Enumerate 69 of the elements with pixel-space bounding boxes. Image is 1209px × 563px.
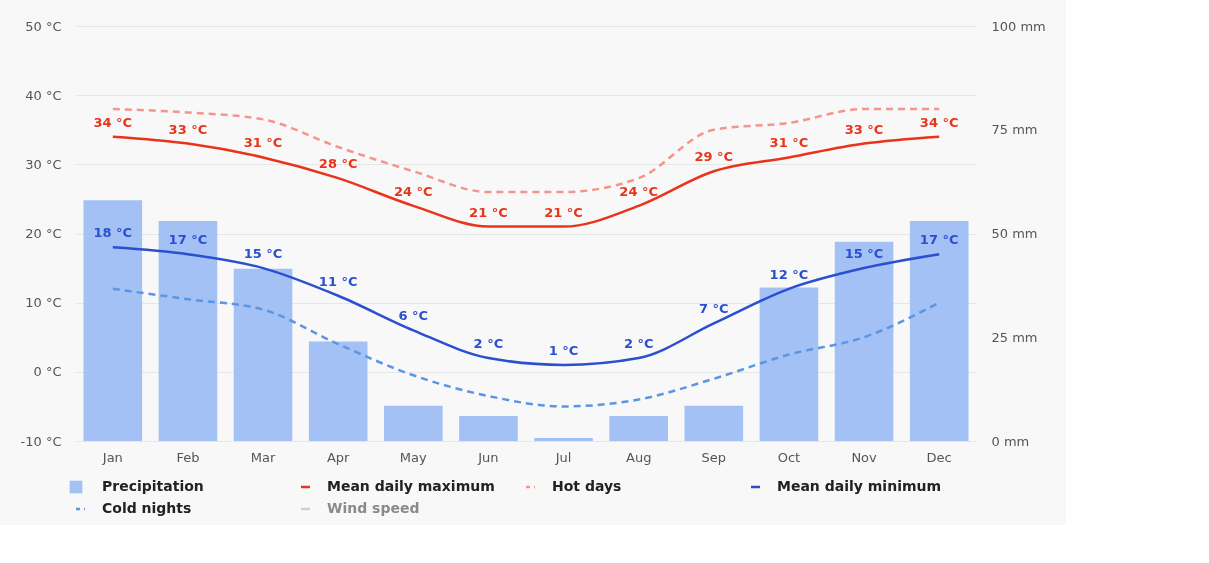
data-label: 6 °C — [398, 308, 429, 324]
legend-label: Hot days — [552, 478, 622, 494]
data-label: 33 °C — [168, 121, 208, 137]
x-tick-label: Aug — [625, 449, 652, 465]
data-label: 24 °C — [619, 183, 659, 199]
y2-tick-label: 50 mm — [991, 226, 1038, 241]
data-label: 18 °C — [93, 225, 133, 241]
line-series — [111, 135, 941, 228]
legend-label: Mean daily maximum — [327, 478, 495, 494]
y-tick-label: -10 °C — [20, 433, 62, 449]
data-label: 29 °C — [694, 149, 734, 165]
y2-tick-label: 75 mm — [991, 122, 1038, 138]
bar — [684, 405, 744, 441]
x-tick-label: Nov — [851, 449, 878, 465]
y2-tick-label: 100 mm — [991, 18, 1046, 34]
bar — [459, 416, 518, 441]
data-label: 15 °C — [844, 246, 884, 262]
y-tick-label: 0 °C — [33, 364, 62, 380]
data-label: 31 °C — [769, 135, 809, 151]
data-label: 21 °C — [544, 204, 583, 220]
x-tick-label: Jun — [477, 449, 499, 465]
y-tick-label: 20 °C — [25, 226, 62, 241]
data-label: 2 °C — [473, 336, 504, 351]
bar — [308, 341, 368, 441]
bar — [759, 287, 819, 441]
legend-label: Precipitation — [102, 478, 204, 494]
x-tick-label: Sep — [701, 449, 727, 465]
x-tick-label: Mar — [250, 449, 276, 465]
data-label: 28 °C — [318, 156, 358, 172]
line-series — [111, 107, 941, 194]
data-label: 24 °C — [393, 183, 433, 199]
x-tick-label: Oct — [777, 449, 801, 465]
data-label: 15 °C — [243, 246, 283, 262]
bar — [609, 416, 668, 441]
legend-label: Cold nights — [102, 500, 192, 516]
data-label: 31 °C — [243, 135, 283, 151]
x-tick-label: Jan — [101, 449, 123, 465]
bar — [834, 241, 894, 441]
bar — [83, 200, 143, 441]
data-label: 11 °C — [318, 273, 358, 289]
x-tick-label: May — [399, 449, 428, 465]
x-tick-label: Jul — [554, 449, 572, 465]
x-tick-label: Dec — [926, 449, 952, 465]
data-label: 33 °C — [844, 121, 884, 137]
x-tick-label: Apr — [326, 449, 351, 465]
legend-label: Mean daily minimum — [777, 478, 942, 494]
data-label: 34 °C — [919, 114, 959, 130]
y2-tick-label: 25 mm — [991, 329, 1038, 345]
x-tick-label: Feb — [176, 449, 200, 465]
data-label: 17 °C — [168, 232, 208, 248]
data-label: 12 °C — [769, 266, 809, 282]
y-tick-label: 10 °C — [25, 295, 62, 311]
y-tick-label: 30 °C — [25, 156, 62, 172]
bar — [233, 268, 293, 441]
data-label: 17 °C — [919, 232, 959, 248]
data-label: 21 °C — [469, 204, 508, 220]
bar — [534, 438, 593, 441]
data-label: 34 °C — [93, 114, 133, 130]
y-tick-label: 40 °C — [25, 87, 62, 103]
y-tick-label: 50 °C — [25, 18, 62, 34]
data-label: 7 °C — [699, 301, 729, 317]
line-series — [111, 246, 941, 367]
y2-tick-label: 0 mm — [991, 433, 1030, 449]
data-label: 2 °C — [623, 336, 654, 351]
data-label: 1 °C — [548, 342, 579, 358]
legend-label: Wind speed — [327, 500, 420, 516]
bar — [158, 221, 218, 441]
bar — [384, 405, 443, 441]
bar — [909, 221, 969, 441]
